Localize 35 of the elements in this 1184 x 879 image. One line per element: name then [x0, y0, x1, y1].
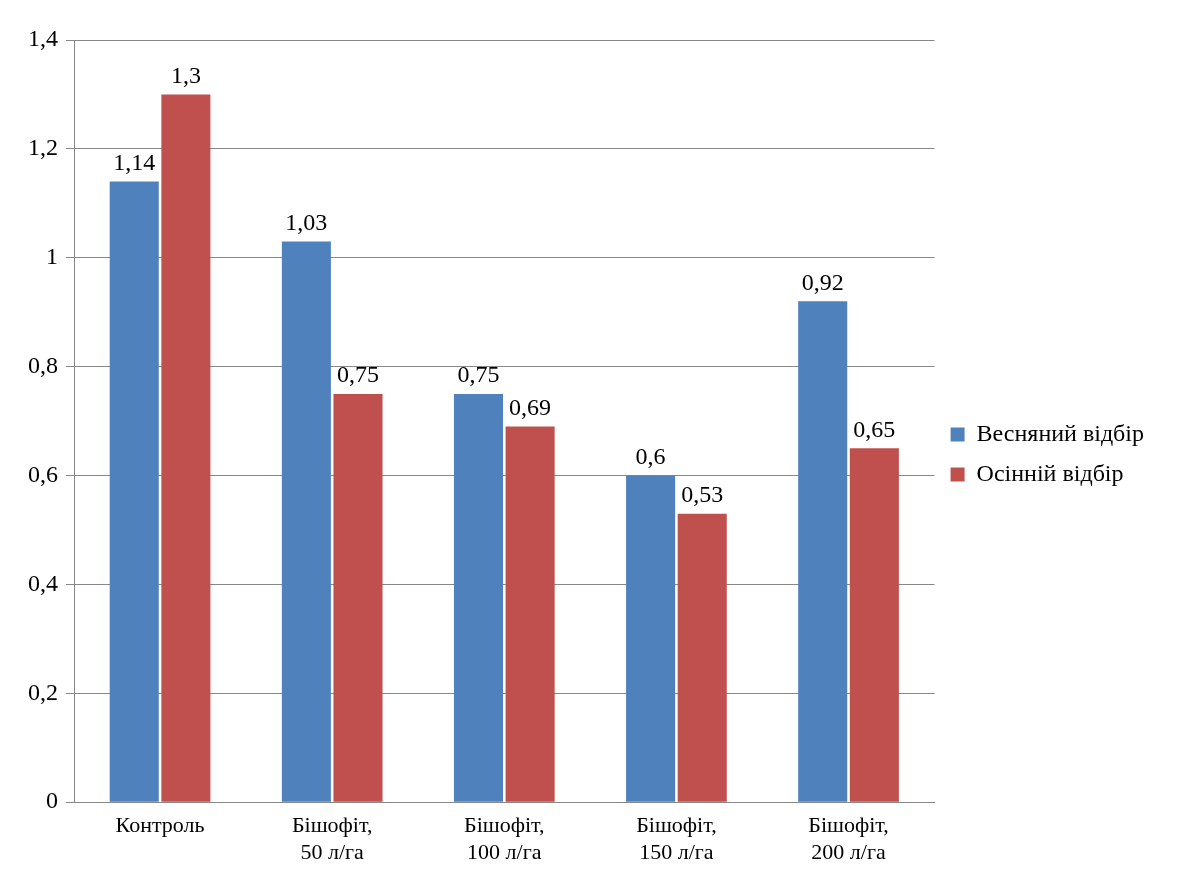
data-label: 1,03: [285, 208, 328, 235]
data-label: 0,6: [635, 442, 666, 469]
bar: [798, 301, 848, 802]
data-label: 0,92: [801, 268, 844, 295]
x-tick-label: Бішофіт, 200 л/га: [808, 812, 889, 864]
y-tick-label: 1: [46, 243, 58, 270]
y-tick-label: 1,2: [28, 134, 58, 161]
data-label: 1,3: [170, 61, 201, 88]
y-tick-label: 1,4: [28, 25, 58, 52]
data-label: 0,69: [509, 393, 552, 420]
bar: [626, 475, 676, 802]
x-tick-label: Бішофіт, 150 л/га: [636, 812, 717, 864]
bar: [161, 94, 211, 802]
data-label: 0,65: [853, 415, 896, 442]
data-label: 0,75: [457, 361, 500, 388]
y-tick-label: 0,8: [28, 351, 58, 378]
legend-label: Весняний відбір: [976, 419, 1145, 446]
data-label: 0,75: [336, 361, 379, 388]
legend-label: Осінній відбір: [976, 459, 1124, 486]
y-tick-label: 0,2: [28, 678, 58, 705]
bar: [281, 241, 331, 802]
x-tick-label: Контроль: [115, 812, 205, 838]
x-tick-label: Бішофіт, 50 л/га: [291, 812, 373, 864]
y-tick-label: 0: [46, 787, 58, 814]
bar: [849, 448, 899, 802]
x-tick-label: Бішофіт, 100 л/га: [464, 812, 545, 864]
data-label: 0,53: [681, 480, 724, 507]
bar: [453, 393, 503, 802]
bar: [677, 513, 727, 802]
y-tick-label: 0,4: [28, 569, 58, 596]
data-label: 1,14: [113, 148, 156, 175]
y-tick-label: 0,6: [28, 460, 58, 487]
bar: [505, 426, 555, 802]
bar: [109, 181, 159, 802]
bar: [333, 393, 383, 802]
